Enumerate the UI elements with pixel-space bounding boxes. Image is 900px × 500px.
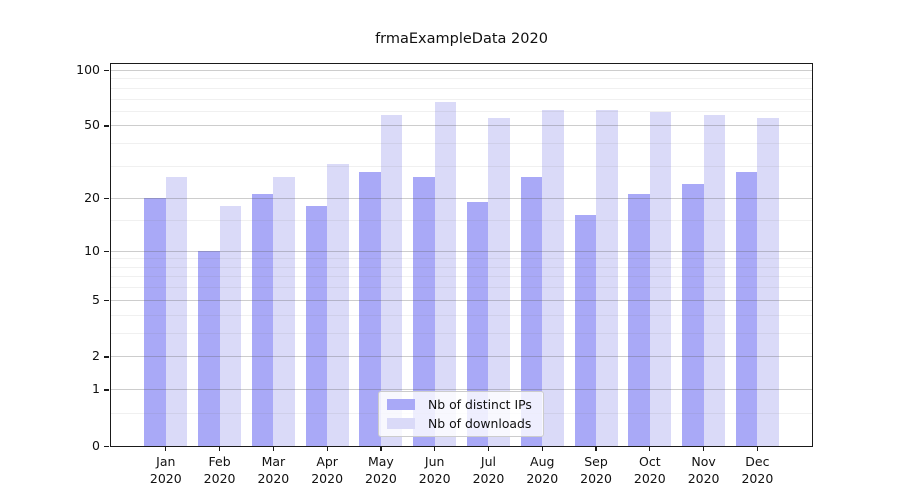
y-tick-label: 0 (92, 438, 100, 453)
bar-downloads-dec (757, 117, 779, 446)
bar-downloads-feb (219, 206, 242, 446)
minor-gridline (111, 166, 812, 168)
x-tick-label: Dec 2020 (741, 454, 774, 486)
x-tick-mark (595, 447, 597, 451)
y-tick-mark (104, 356, 109, 358)
y-tick-label: 50 (84, 117, 100, 133)
x-tick-mark (756, 447, 758, 451)
y-tick-label: 10 (84, 242, 100, 258)
legend-swatch-distinct-ips (387, 399, 415, 410)
major-gridline (111, 69, 812, 71)
x-tick-mark (487, 447, 490, 451)
legend-item-distinct-ips: Nb of distinct IPs (379, 397, 543, 412)
major-gridline (111, 356, 812, 358)
x-tick-label: May 2020 (365, 454, 397, 486)
x-tick-label: Jan 2020 (149, 454, 182, 486)
major-gridline (111, 299, 812, 301)
minor-gridline (111, 98, 812, 100)
minor-gridline (111, 258, 812, 260)
minor-gridline (111, 266, 812, 268)
x-tick-mark (165, 447, 167, 451)
x-tick-label: Aug 2020 (526, 454, 559, 486)
minor-gridline (111, 87, 812, 89)
bar-distinct-ips-nov (682, 183, 704, 446)
x-tick-label: Mar 2020 (257, 454, 290, 486)
y-tick-mark (104, 389, 109, 391)
y-tick-label: 2 (92, 348, 100, 364)
x-tick-label: Jul 2020 (472, 454, 505, 486)
bar-downloads-jul (488, 117, 510, 446)
x-tick-mark (434, 447, 436, 451)
bar-distinct-ips-apr (305, 206, 328, 446)
x-tick-label: Nov 2020 (687, 454, 720, 486)
bar-distinct-ips-jun (413, 177, 435, 446)
y-tick-mark (104, 250, 109, 252)
minor-gridline (111, 78, 812, 80)
x-tick-mark (326, 447, 328, 451)
major-gridline (111, 389, 812, 391)
y-tick-label: 1 (92, 381, 100, 397)
bar-downloads-oct (649, 112, 672, 446)
chart-title: frmaExampleData 2020 (375, 31, 548, 47)
minor-gridline (111, 219, 812, 221)
y-tick-mark (104, 299, 109, 302)
bar-downloads-apr (327, 163, 349, 446)
bar-downloads-aug (542, 109, 564, 446)
x-tick-label: Sep 2020 (580, 454, 612, 486)
legend-swatch-downloads (387, 418, 415, 429)
bar-distinct-ips-mar (251, 194, 274, 446)
bar-distinct-ips-jan (144, 197, 166, 446)
bar-distinct-ips-jul (466, 201, 489, 446)
minor-gridline (111, 143, 812, 145)
x-tick-mark (649, 447, 651, 451)
bar-distinct-ips-sep (574, 215, 597, 446)
x-tick-mark (218, 447, 221, 451)
bar-downloads-jun (434, 102, 457, 446)
y-tick-mark (104, 446, 109, 448)
plot-area (110, 63, 813, 447)
legend-item-downloads: Nb of downloads (379, 416, 543, 431)
bar-downloads-may (380, 115, 403, 446)
bar-downloads-nov (703, 115, 726, 446)
major-gridline (111, 125, 812, 127)
x-tick-label: Jun 2020 (418, 454, 451, 486)
x-tick-label: Apr 2020 (311, 454, 344, 486)
legend-label-downloads: Nb of downloads (428, 416, 532, 431)
x-tick-label: Feb 2020 (203, 454, 236, 486)
x-tick-mark (272, 447, 274, 451)
x-tick-mark (541, 447, 543, 451)
minor-gridline (111, 110, 812, 112)
x-tick-mark (380, 447, 382, 451)
major-gridline (111, 197, 812, 199)
minor-gridline (111, 332, 812, 334)
y-tick-mark (104, 69, 109, 71)
bar-distinct-ips-dec (735, 171, 758, 446)
legend-label-distinct-ips: Nb of distinct IPs (428, 397, 532, 412)
bar-downloads-sep (596, 109, 618, 446)
bar-distinct-ips-may (359, 171, 381, 446)
minor-gridline (111, 276, 812, 278)
bar-downloads-mar (273, 177, 295, 446)
y-tick-mark (104, 125, 109, 127)
y-tick-mark (104, 197, 109, 199)
bar-downloads-jan (165, 177, 188, 446)
legend: Nb of distinct IPs Nb of downloads (378, 391, 544, 437)
y-tick-label: 20 (84, 189, 100, 205)
x-tick-label: Oct 2020 (633, 454, 666, 486)
bar-distinct-ips-aug (520, 177, 543, 446)
minor-gridline (111, 287, 812, 289)
y-tick-label: 100 (76, 61, 100, 77)
bar-distinct-ips-oct (628, 194, 650, 446)
y-tick-label: 5 (92, 291, 100, 307)
minor-gridline (111, 314, 812, 316)
x-tick-mark (703, 447, 705, 451)
bar-distinct-ips-feb (198, 250, 220, 446)
major-gridline (111, 250, 812, 252)
